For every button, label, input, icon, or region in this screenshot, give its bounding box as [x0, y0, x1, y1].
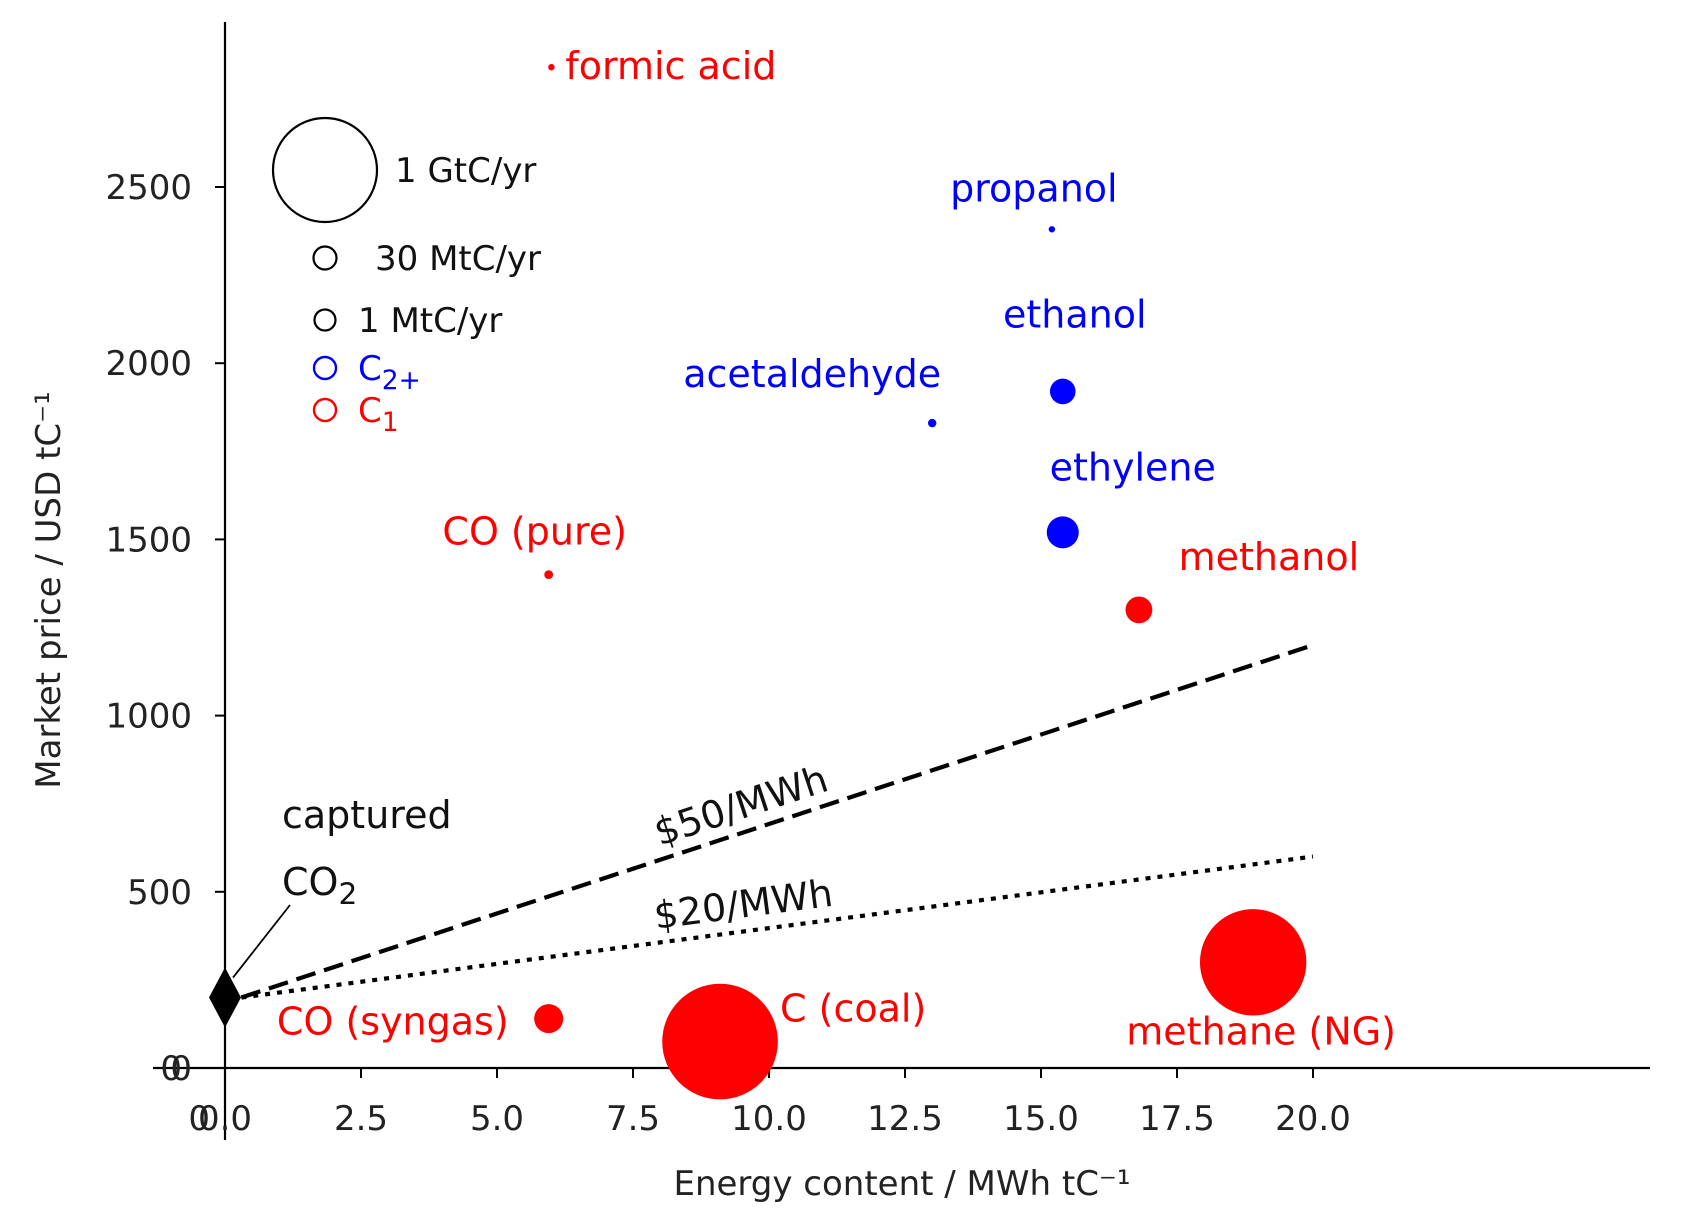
- point-co-syngas: [534, 1004, 564, 1034]
- x-tick-label: 0.0: [198, 1099, 252, 1139]
- x-tick-label: 20.0: [1275, 1099, 1351, 1139]
- axes: 0.0 2.5 5.0 7.5 10.0 12.5 15.0 17.5 20.0 0 500 1000…: [29, 22, 1650, 1204]
- label-co-pure: CO (pure): [442, 510, 627, 554]
- captured-co2-label: captured: [282, 793, 452, 837]
- x-tick-label: 17.5: [1139, 1099, 1215, 1139]
- legend-size-bubble: [271, 116, 379, 224]
- origin-y-label: 0: [160, 1049, 182, 1089]
- reference-line-50: [240, 643, 1314, 1000]
- legend-group-label: C2+: [358, 349, 421, 396]
- label-ethylene: ethylene: [1050, 445, 1216, 489]
- label-c-coal: C (coal): [780, 987, 926, 1031]
- x-tick-label: 15.0: [1003, 1099, 1079, 1139]
- point-methane-ng: [1199, 909, 1307, 1016]
- captured-co2-label-line2: CO2: [282, 860, 357, 911]
- point-propanol: [1048, 226, 1056, 233]
- reference-label-50: $50/MWh: [649, 757, 834, 855]
- x-tick-label: 10.0: [731, 1099, 807, 1139]
- legend-size-label: 1 GtC/yr: [395, 151, 536, 191]
- label-co-syngas: CO (syngas): [277, 1000, 509, 1044]
- legend-size-label: 1 MtC/yr: [358, 301, 502, 341]
- point-labels: captured CO2 formic acid propanol ethanol ace…: [277, 44, 1396, 1053]
- x-tick-label: 7.5: [606, 1099, 660, 1139]
- label-acetaldehyde: acetaldehyde: [683, 352, 941, 396]
- point-formic-acid: [548, 63, 555, 71]
- label-ethanol: ethanol: [1003, 292, 1147, 336]
- origin-x-label: 0: [188, 1099, 210, 1139]
- point-ethylene: [1046, 516, 1079, 549]
- legend-size-label: 30 MtC/yr: [375, 239, 541, 279]
- label-formic-acid: formic acid: [565, 44, 776, 88]
- legend-size-bubble: [312, 245, 338, 271]
- y-tick-label: 2500: [105, 168, 192, 208]
- legend-group-marker: [312, 355, 338, 381]
- y-tick-label: 1000: [105, 697, 192, 737]
- x-tick-label: 2.5: [334, 1099, 388, 1139]
- captured-co2-marker: [209, 967, 241, 1028]
- point-acetaldehyde: [928, 418, 937, 428]
- captured-co2-pointer: [232, 904, 291, 979]
- label-propanol: propanol: [950, 166, 1117, 210]
- x-tick-label: 12.5: [867, 1099, 943, 1139]
- reference-label-20: $20/MWh: [651, 871, 835, 938]
- data-points: [209, 63, 1307, 1100]
- x-axis-title: Energy content / MWh tC⁻¹: [673, 1164, 1130, 1204]
- label-methane-ng: methane (NG): [1126, 1009, 1396, 1053]
- reference-line-20: [241, 854, 1314, 1000]
- point-co-pure: [544, 570, 554, 580]
- point-methanol: [1125, 596, 1153, 624]
- legend-group-label: C1: [358, 391, 399, 438]
- y-tick-label: 0: [170, 1049, 192, 1089]
- legend-group-marker: [312, 397, 338, 423]
- point-ethanol: [1049, 378, 1076, 405]
- y-tick-label: 1500: [105, 520, 192, 560]
- point-c-coal: [662, 983, 778, 1100]
- legend: 1 GtC/yr 30 MtC/yr 1 MtC/yr C2+C1: [271, 116, 541, 438]
- y-tick-label: 2000: [105, 344, 192, 384]
- y-tick-label: 500: [127, 873, 192, 913]
- legend-size-bubble: [313, 308, 337, 332]
- label-methanol: methanol: [1179, 535, 1360, 579]
- x-tick-label: 5.0: [470, 1099, 524, 1139]
- y-axis-title: Market price / USD tC⁻¹: [29, 391, 69, 788]
